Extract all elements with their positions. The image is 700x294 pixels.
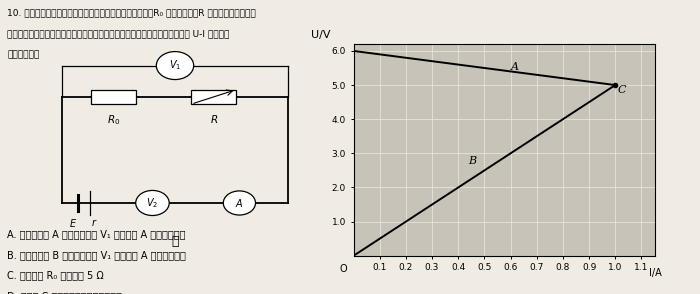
Text: $R_0$: $R_0$ xyxy=(107,113,120,127)
Text: $V_1$: $V_1$ xyxy=(169,59,181,72)
Text: D. 图乙中 C 点对应滑动变阻器的最大值: D. 图乙中 C 点对应滑动变阻器的最大值 xyxy=(7,291,122,294)
Text: A: A xyxy=(510,62,519,72)
Text: 甲: 甲 xyxy=(172,235,178,248)
Y-axis label: U/V: U/V xyxy=(311,30,330,40)
Text: C. 定值电阻 R₀ 的阻值为 5 Ω: C. 定值电阻 R₀ 的阻值为 5 Ω xyxy=(7,270,104,280)
Circle shape xyxy=(136,191,169,216)
Text: $r$: $r$ xyxy=(91,218,98,228)
Text: A. 图乙中图线 A 是根据电压表 V₁ 与电流表 A 的读数作出的: A. 图乙中图线 A 是根据电压表 V₁ 与电流表 A 的读数作出的 xyxy=(7,229,186,239)
Text: 如图乙所示。: 如图乙所示。 xyxy=(7,50,39,59)
Circle shape xyxy=(223,191,256,215)
Text: I/A: I/A xyxy=(650,268,662,278)
Text: $E$: $E$ xyxy=(69,218,78,229)
Bar xyxy=(91,90,136,104)
Text: B. 图乙中图线 B 是根据电压表 V₁ 与电流表 A 的读数作出的: B. 图乙中图线 B 是根据电压表 V₁ 与电流表 A 的读数作出的 xyxy=(7,250,186,260)
Circle shape xyxy=(156,51,194,80)
Text: C: C xyxy=(618,85,626,95)
Bar xyxy=(191,90,236,104)
Text: 10. 如图甲所示，电路图中电压表、电流表都是理想电表，R₀ 是定值电阻，R 是滑动变阻器，当滑: 10. 如图甲所示，电路图中电压表、电流表都是理想电表，R₀ 是定值电阻，R 是… xyxy=(7,9,256,18)
Text: O: O xyxy=(340,264,346,274)
Text: $A$: $A$ xyxy=(235,197,244,209)
Text: 动变阻器的滑片从一端滑到另一端时，根据得到的电压表、电流表的数据画出 U-I 关系图像: 动变阻器的滑片从一端滑到另一端时，根据得到的电压表、电流表的数据画出 U-I 关… xyxy=(7,29,230,39)
Text: $R$: $R$ xyxy=(209,113,218,125)
Text: $V_2$: $V_2$ xyxy=(146,196,159,210)
Text: B: B xyxy=(469,156,477,166)
